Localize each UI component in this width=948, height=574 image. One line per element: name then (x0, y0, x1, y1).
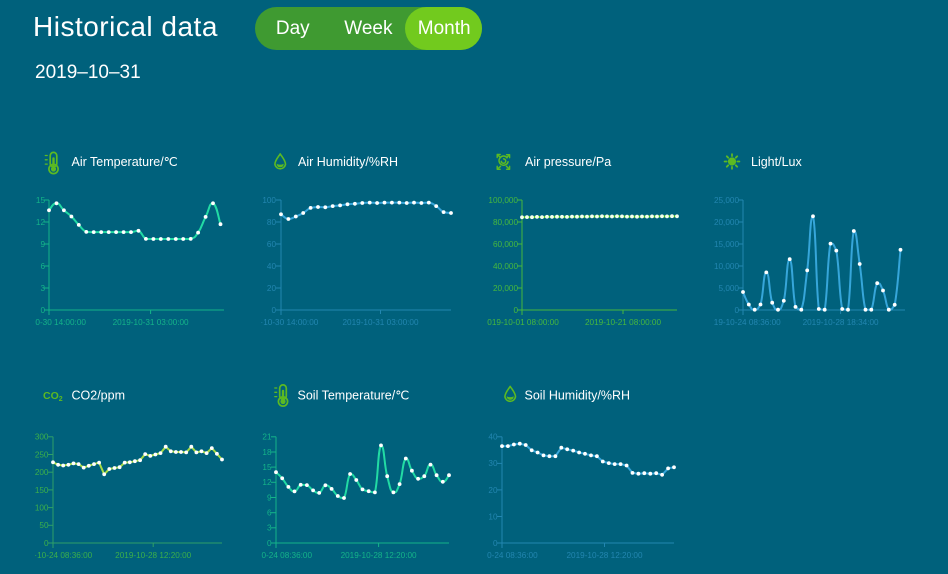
svg-text:20,000: 20,000 (493, 284, 518, 293)
svg-text:Air Humidity/%RH: Air Humidity/%RH (298, 155, 398, 169)
svg-text:15: 15 (36, 196, 46, 205)
svg-text:2019-10-28 12:20:00: 2019-10-28 12:20:00 (566, 551, 642, 560)
svg-text:20: 20 (488, 486, 498, 495)
svg-text:0: 0 (40, 306, 45, 315)
svg-text:300: 300 (35, 433, 49, 442)
svg-text:2019-10-21 08:00:00: 2019-10-21 08:00:00 (585, 318, 661, 327)
svg-text:21: 21 (262, 433, 272, 442)
svg-text:15: 15 (262, 463, 272, 472)
svg-text:2019-10-28 12:20:00: 2019-10-28 12:20:00 (341, 551, 417, 560)
svg-text:0: 0 (44, 539, 49, 548)
svg-text:30: 30 (488, 459, 498, 468)
svg-text:2019-10-28 12:20:00: 2019-10-28 12:20:00 (115, 551, 191, 560)
svg-text:60: 60 (267, 240, 277, 249)
svg-text:50: 50 (39, 521, 49, 530)
svg-text:2019-10-31 03:00:00: 2019-10-31 03:00:00 (342, 318, 418, 327)
svg-text:Soil Temperature/℃: Soil Temperature/℃ (298, 389, 410, 403)
svg-text:0: 0 (271, 306, 276, 315)
svg-text:Soil Humidity/%RH: Soil Humidity/%RH (525, 389, 631, 403)
svg-text:6: 6 (267, 509, 272, 518)
svg-text:10: 10 (488, 512, 498, 521)
svg-text:0-24 08:36:00: 0-24 08:36:00 (487, 551, 538, 560)
svg-text:250: 250 (35, 450, 49, 459)
svg-text:40: 40 (488, 433, 498, 442)
svg-text:60,000: 60,000 (493, 240, 518, 249)
svg-text:6: 6 (40, 262, 45, 271)
svg-text:0: 0 (267, 539, 272, 548)
svg-text:Light/Lux: Light/Lux (751, 155, 802, 169)
svg-text:40,000: 40,000 (493, 262, 518, 271)
svg-text:80: 80 (267, 218, 277, 227)
svg-text:100: 100 (35, 504, 49, 513)
svg-text:CO2/ppm: CO2/ppm (72, 389, 126, 403)
svg-text:12: 12 (36, 218, 46, 227)
svg-text:15,000: 15,000 (714, 240, 739, 249)
svg-text:0: 0 (513, 306, 518, 315)
svg-text:5,000: 5,000 (719, 284, 740, 293)
svg-text:Air pressure/Pa: Air pressure/Pa (525, 155, 611, 169)
svg-text:18: 18 (262, 448, 272, 457)
svg-text:19-10-24 08:36:00: 19-10-24 08:36:00 (714, 318, 781, 327)
svg-text:·10-30 14:00:00: ·10-30 14:00:00 (261, 318, 319, 327)
svg-text:20: 20 (267, 284, 277, 293)
svg-text:0: 0 (493, 539, 498, 548)
svg-text:0-24 08:36:00: 0-24 08:36:00 (262, 551, 313, 560)
svg-text:0: 0 (734, 306, 739, 315)
svg-text:100: 100 (262, 196, 276, 205)
svg-text:·10-24 08:36:00: ·10-24 08:36:00 (34, 551, 92, 560)
svg-text:200: 200 (35, 468, 49, 477)
svg-text:019-10-01 08:00:00: 019-10-01 08:00:00 (487, 318, 559, 327)
svg-text:Air Temperature/℃: Air Temperature/℃ (72, 155, 178, 169)
svg-text:CO2: CO2 (43, 390, 63, 403)
svg-text:150: 150 (35, 486, 49, 495)
svg-text:3: 3 (40, 284, 45, 293)
svg-text:80,000: 80,000 (493, 218, 518, 227)
svg-text:25,000: 25,000 (714, 196, 739, 205)
svg-text:10,000: 10,000 (714, 262, 739, 271)
svg-text:40: 40 (267, 262, 277, 271)
svg-text:0-30 14:00:00: 0-30 14:00:00 (35, 318, 86, 327)
svg-text:2019-10-31 03:00:00: 2019-10-31 03:00:00 (113, 318, 189, 327)
svg-text:12: 12 (262, 478, 272, 487)
svg-text:9: 9 (267, 493, 272, 502)
svg-text:3: 3 (267, 524, 272, 533)
svg-text:9: 9 (40, 240, 45, 249)
svg-text:2019-10-28 18:34:00: 2019-10-28 18:34:00 (803, 318, 879, 327)
svg-text:20,000: 20,000 (714, 218, 739, 227)
svg-text:100,000: 100,000 (488, 196, 518, 205)
